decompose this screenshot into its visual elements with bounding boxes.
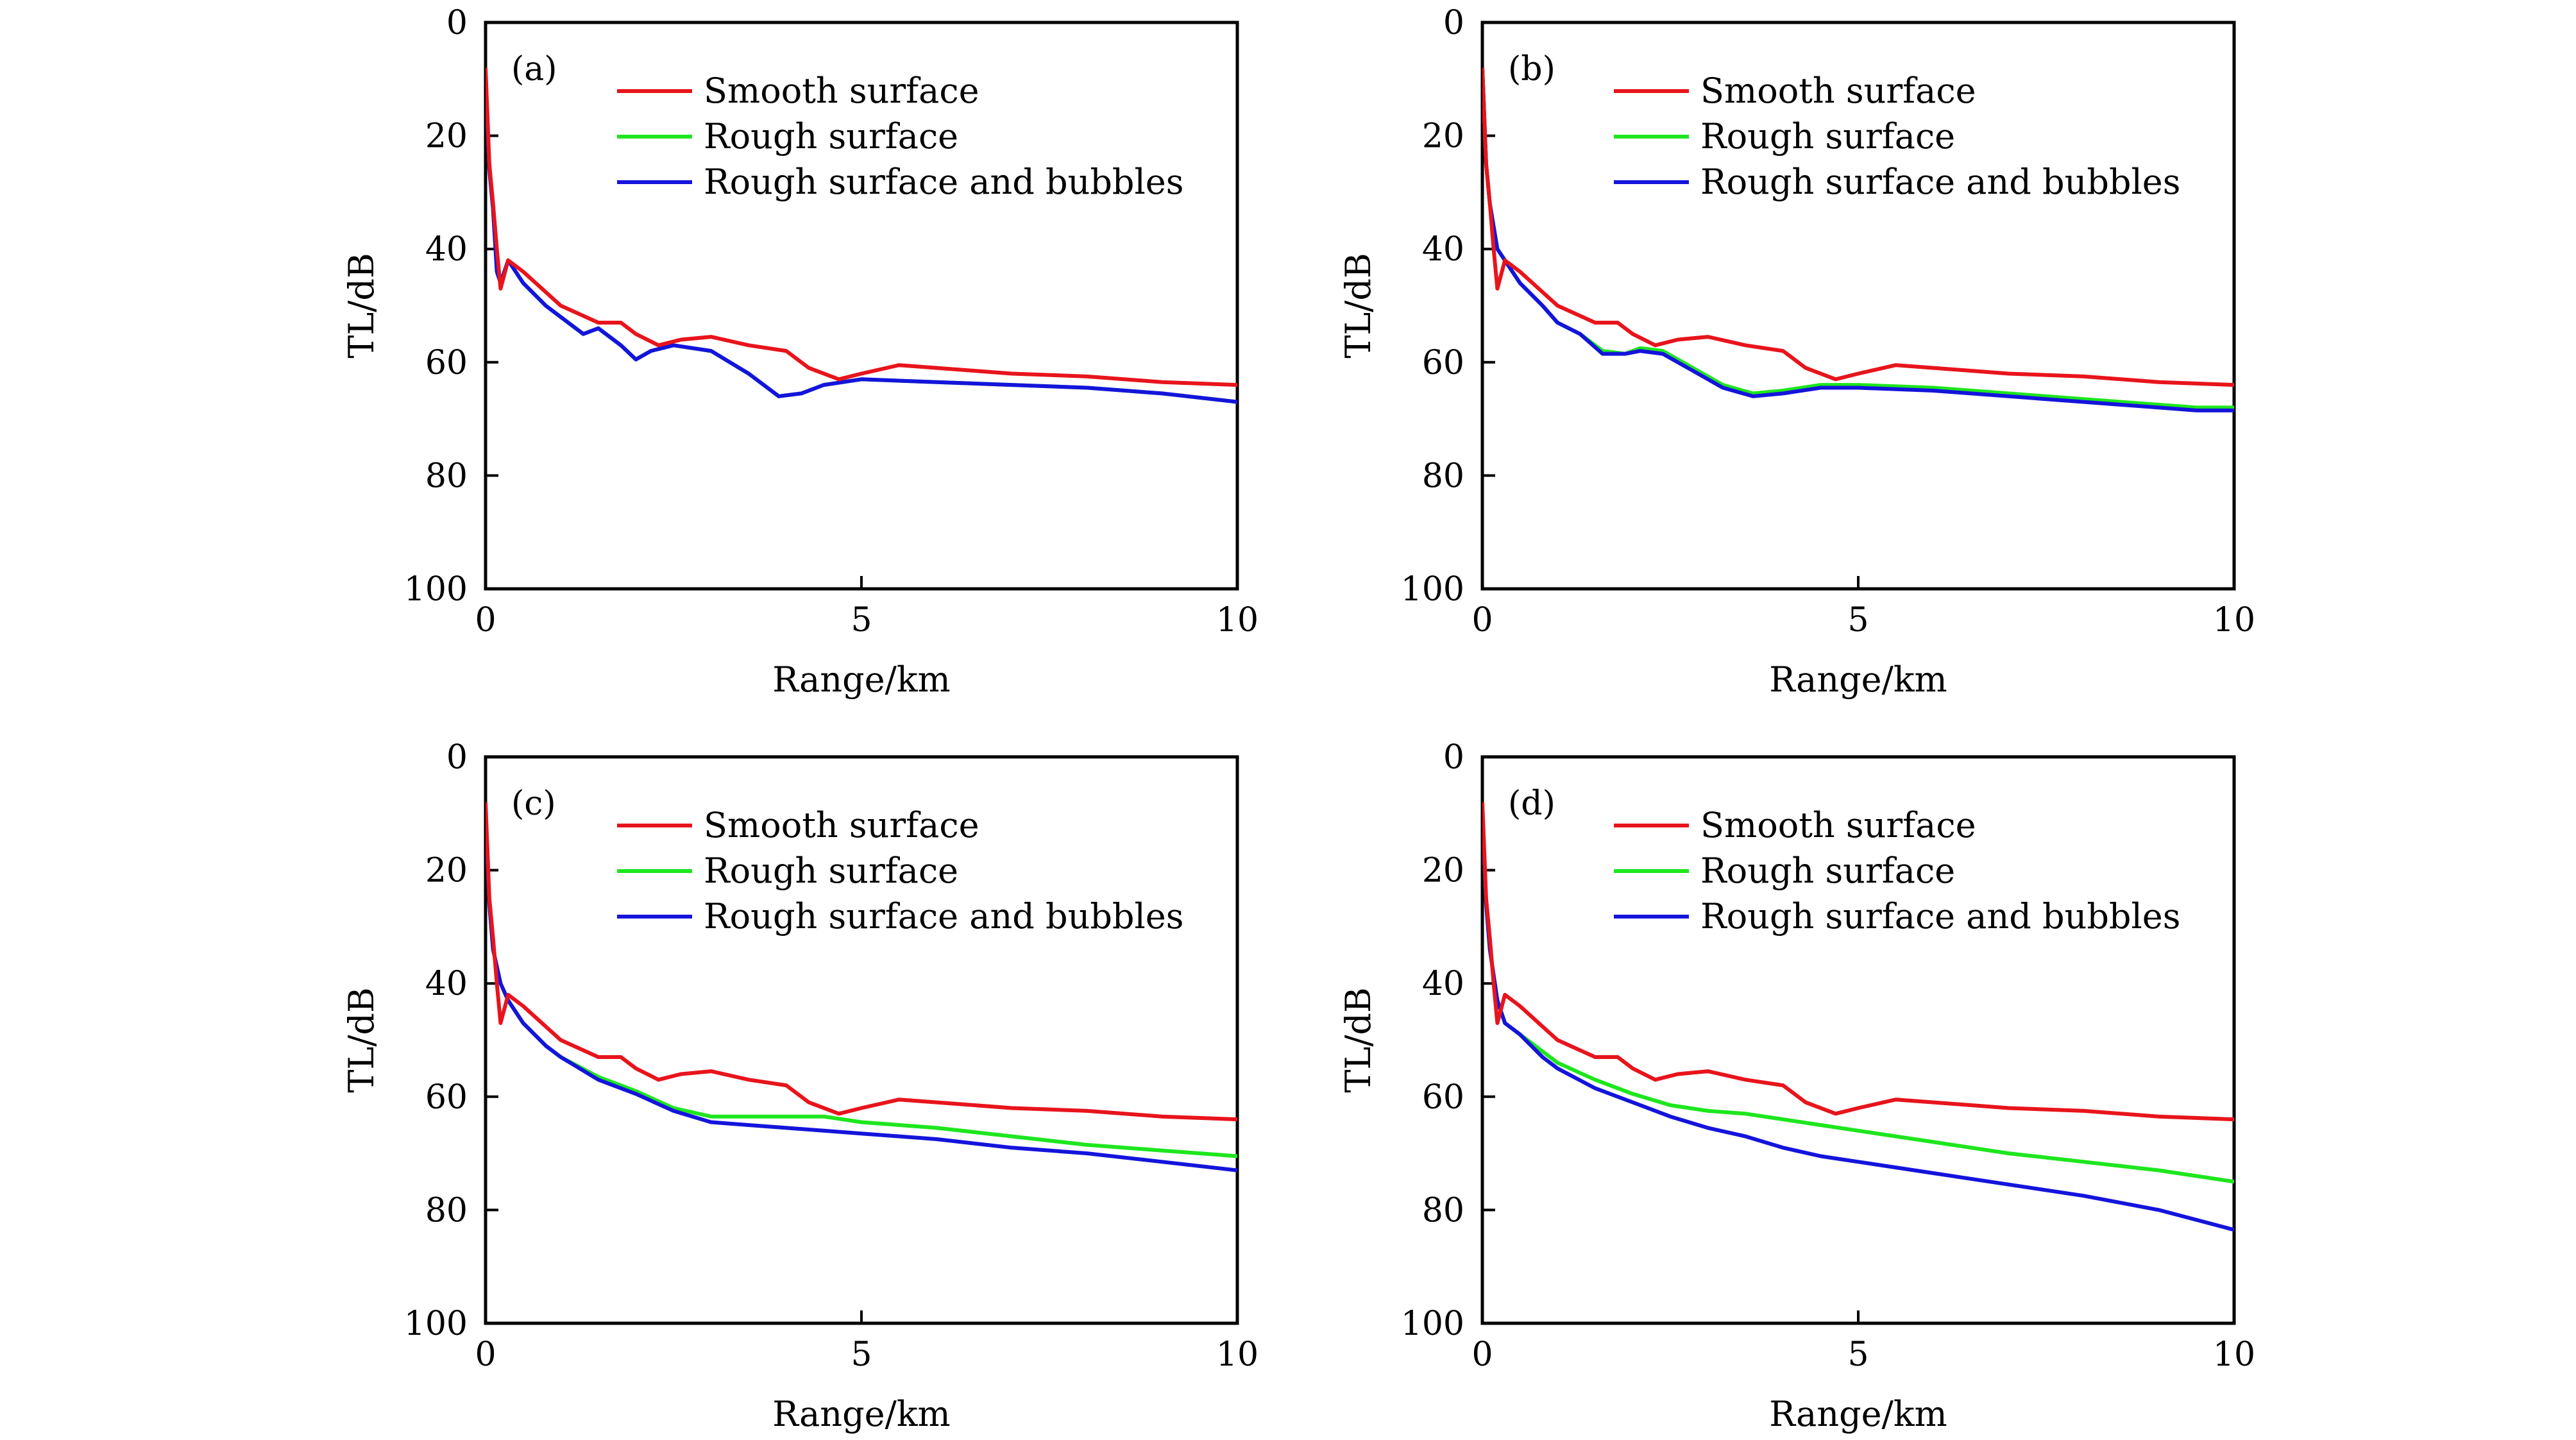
legend-label: Rough surface <box>704 851 958 891</box>
y-tick-label: 80 <box>1422 1191 1464 1230</box>
x-tick-label: 0 <box>1471 601 1493 640</box>
legend-label: Smooth surface <box>1700 71 1976 111</box>
x-axis-title: Range/km <box>772 1394 951 1434</box>
x-axis-title: Range/km <box>1769 1394 1947 1434</box>
panel-label: (d) <box>1508 784 1555 823</box>
y-axis-title: TL/dB <box>1338 987 1378 1092</box>
x-axis-title: Range/km <box>772 659 951 700</box>
y-tick-label: 0 <box>1443 738 1464 777</box>
y-axis-title: TL/dB <box>341 987 382 1092</box>
y-tick-label: 40 <box>425 230 468 269</box>
panel-label: (b) <box>1508 50 1555 89</box>
y-tick-label: 60 <box>425 344 468 382</box>
series-line-smooth <box>486 67 1237 387</box>
y-tick-label: 0 <box>1443 4 1464 42</box>
legend-label: Rough surface <box>1700 116 1955 157</box>
series-line-smooth <box>1482 67 2234 387</box>
y-tick-label: 20 <box>1422 117 1464 156</box>
legend-label: Smooth surface <box>704 805 979 845</box>
y-tick-label: 100 <box>404 1305 468 1343</box>
legend-label: Rough surface and bubbles <box>704 896 1183 936</box>
legend-label: Rough surface <box>1700 851 1955 891</box>
x-tick-label: 5 <box>851 1335 872 1374</box>
series-line-smooth <box>486 802 1237 1122</box>
y-axis-title: TL/dB <box>341 253 382 358</box>
x-tick-label: 5 <box>1847 601 1868 640</box>
y-tick-label: 60 <box>425 1078 468 1117</box>
y-tick-label: 100 <box>1401 1305 1464 1343</box>
legend-label: Rough surface and bubbles <box>704 162 1183 202</box>
x-tick-label: 10 <box>2213 1335 2255 1374</box>
panel-label: (a) <box>511 50 557 89</box>
y-tick-label: 40 <box>1422 965 1464 1003</box>
series-line-bubbles <box>486 813 1237 1173</box>
legend-label: Smooth surface <box>704 71 979 111</box>
x-tick-label: 10 <box>1216 601 1258 640</box>
y-tick-label: 20 <box>1422 852 1464 890</box>
panel-label: (c) <box>511 784 556 823</box>
y-axis-title: TL/dB <box>1338 253 1378 358</box>
legend-label: Rough surface and bubbles <box>1700 162 2180 202</box>
y-tick-label: 40 <box>425 965 468 1003</box>
legend-label: Rough surface and bubbles <box>1700 896 2180 936</box>
y-tick-label: 60 <box>1422 1078 1464 1117</box>
y-tick-label: 20 <box>425 117 468 156</box>
y-tick-label: 20 <box>425 852 468 890</box>
y-tick-label: 100 <box>1401 570 1464 609</box>
legend-label: Smooth surface <box>1700 805 1976 845</box>
x-tick-label: 5 <box>1847 1335 1868 1374</box>
x-tick-label: 10 <box>2213 601 2255 640</box>
y-tick-label: 100 <box>404 570 468 609</box>
legend-label: Rough surface <box>704 116 958 157</box>
x-tick-label: 0 <box>475 601 496 640</box>
y-tick-label: 80 <box>1422 457 1464 495</box>
x-tick-label: 10 <box>1216 1335 1258 1374</box>
x-tick-label: 0 <box>1471 1335 1493 1374</box>
x-tick-label: 0 <box>475 1335 496 1374</box>
y-tick-label: 40 <box>1422 230 1464 269</box>
x-tick-label: 5 <box>851 601 872 640</box>
y-tick-label: 80 <box>425 457 468 495</box>
series-line-smooth <box>1482 802 2234 1122</box>
y-tick-label: 80 <box>425 1191 468 1230</box>
y-tick-label: 60 <box>1422 344 1464 382</box>
y-tick-label: 0 <box>446 738 468 777</box>
x-axis-title: Range/km <box>1769 659 1947 700</box>
y-tick-label: 0 <box>446 4 468 42</box>
